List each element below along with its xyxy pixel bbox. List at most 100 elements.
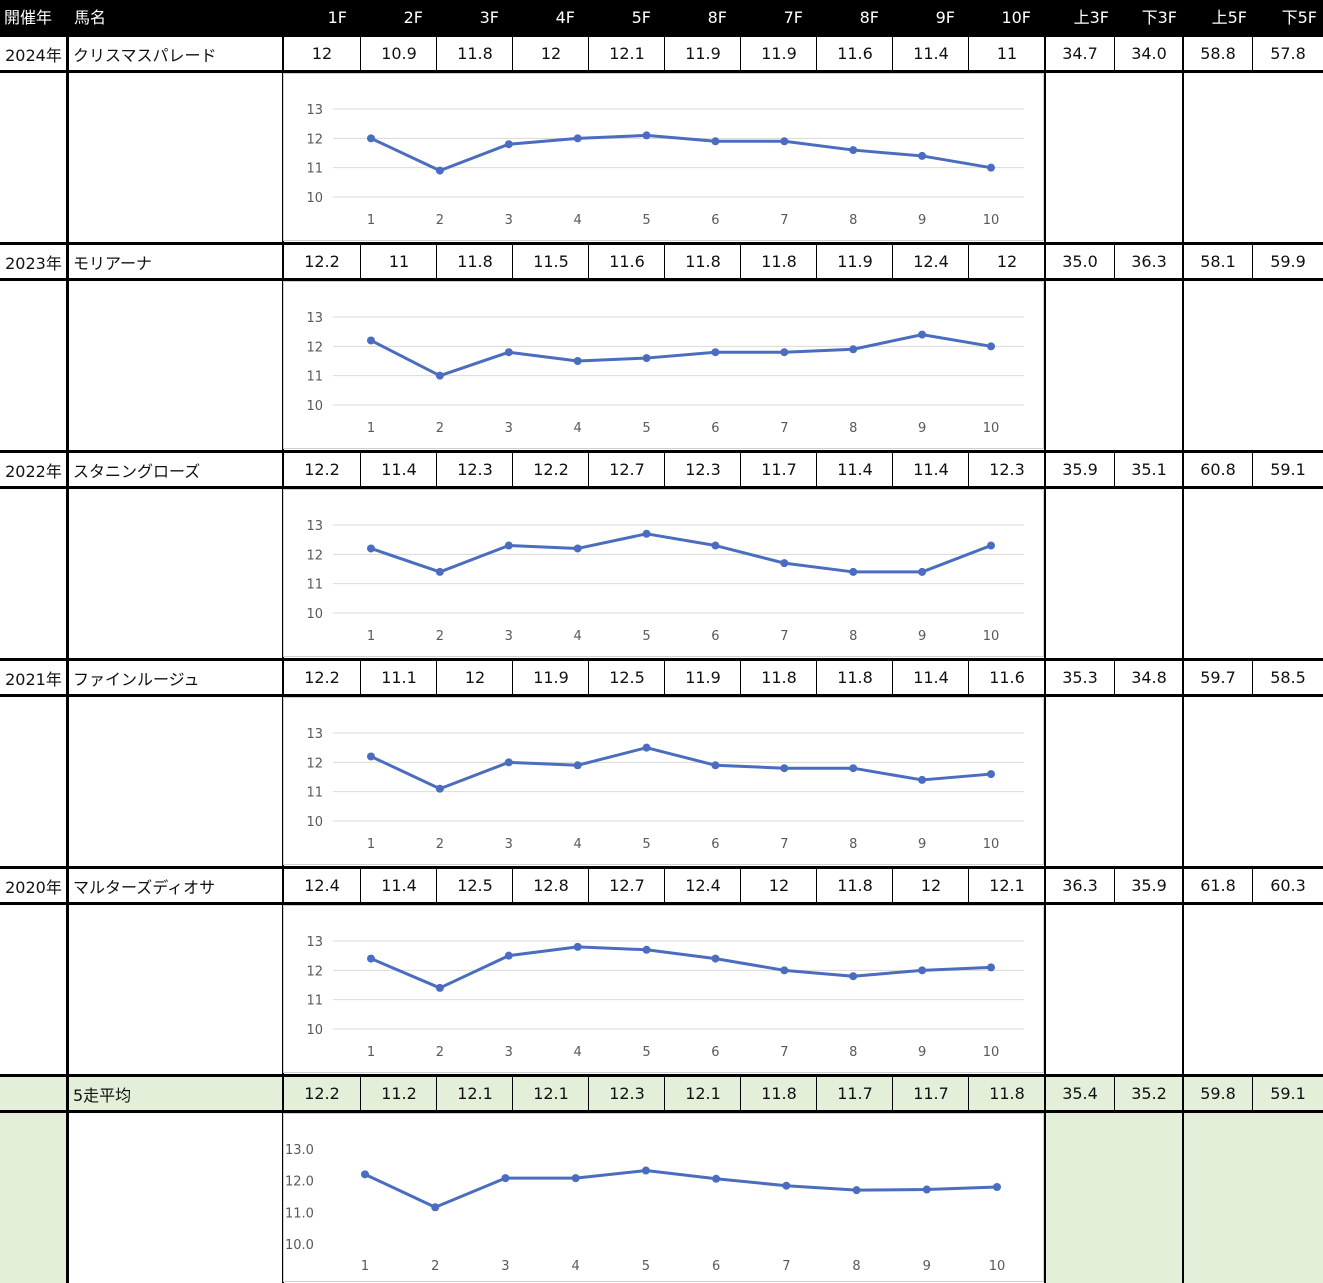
cell-divider (588, 661, 589, 694)
col-divider-agg (1044, 1077, 1046, 1283)
lap-cell-10: 12.3 (989, 460, 1025, 479)
cell-divider (664, 453, 665, 486)
x-tick-label: 3 (505, 1045, 513, 1060)
row-top-rule (0, 1074, 1323, 1077)
chart-border (283, 1113, 1044, 1282)
y-tick-label: 13 (306, 103, 323, 118)
data-point (571, 1174, 580, 1183)
lap-cell-6: 12.3 (685, 460, 721, 479)
cell-divider (664, 37, 665, 70)
data-point (367, 752, 375, 761)
col-divider-horse (66, 453, 69, 658)
cell-divider (588, 245, 589, 278)
y-tick-label: 11 (306, 162, 323, 177)
header-lap-7: 7F (741, 0, 817, 36)
cell-divider (968, 453, 969, 486)
cell-divider (664, 661, 665, 694)
row-bottom-rule (0, 486, 1323, 489)
lap-cell-5: 12.5 (609, 668, 645, 687)
lap-cell-3: 12.5 (457, 876, 493, 895)
cell-divider (816, 1077, 817, 1110)
lap-cell-9: 11.7 (913, 1084, 949, 1103)
x-tick-label: 5 (642, 1045, 650, 1060)
chart-border (283, 905, 1044, 1073)
y-tick-label: 12 (306, 548, 323, 563)
cell-divider (816, 661, 817, 694)
x-tick-label: 4 (574, 629, 582, 644)
agg-cell-1: 35.4 (1062, 1084, 1098, 1103)
data-point (573, 134, 582, 143)
header-horse: 馬名 (74, 0, 194, 36)
col-divider-agg2 (1182, 37, 1184, 242)
x-tick-label: 8 (849, 213, 857, 228)
cell-divider (588, 1077, 589, 1110)
col-divider-horse (66, 869, 69, 1074)
lap-cell-2: 11.4 (381, 876, 417, 895)
x-tick-label: 7 (780, 213, 788, 228)
x-tick-label: 8 (849, 1045, 857, 1060)
chart-border (283, 697, 1044, 865)
x-tick-label: 4 (574, 1045, 582, 1060)
y-tick-label: 11 (306, 370, 323, 385)
cell-divider (740, 245, 741, 278)
col-divider-agg (1044, 869, 1046, 1074)
data-point (642, 743, 651, 752)
x-tick-label: 2 (431, 1259, 439, 1274)
agg-cell-2: 36.3 (1131, 252, 1167, 271)
horse-name-cell: クリスマスパレード (73, 45, 217, 65)
lap-cell-10: 11.8 (989, 1084, 1025, 1103)
header-lap-4: 4F (513, 0, 589, 36)
lap-cell-3: 12.1 (457, 1084, 493, 1103)
agg-cell-3: 59.7 (1200, 668, 1236, 687)
data-point (780, 966, 789, 975)
data-point (918, 966, 927, 975)
cell-divider (588, 37, 589, 70)
horse-name-cell: 5走平均 (73, 1085, 132, 1105)
cell-divider (1252, 661, 1253, 694)
data-point (849, 345, 858, 354)
x-tick-label: 5 (642, 629, 650, 644)
y-tick-label: 11 (306, 578, 323, 593)
cell-divider (664, 869, 665, 902)
data-point (987, 770, 995, 779)
y-tick-label: 11.0 (285, 1206, 314, 1221)
x-tick-label: 3 (501, 1259, 509, 1274)
data-point (435, 784, 444, 793)
x-tick-label: 5 (642, 421, 650, 436)
lap-cell-1: 12.4 (304, 876, 340, 895)
lap-cell-9: 11.4 (913, 460, 949, 479)
series-line (370, 333, 992, 378)
lap-cell-10: 11.6 (989, 668, 1025, 687)
lap-cell-1: 12.2 (304, 1084, 340, 1103)
data-point (849, 567, 858, 576)
lap-cell-9: 11.4 (913, 668, 949, 687)
data-point (367, 336, 375, 345)
lap-cell-3: 12 (464, 668, 486, 687)
agg-cell-1: 34.7 (1062, 44, 1098, 63)
data-point (918, 775, 927, 784)
header-agg-3: 上5F (1183, 0, 1253, 36)
x-tick-label: 4 (574, 421, 582, 436)
x-tick-label: 2 (436, 629, 444, 644)
year-cell: 2020年 (5, 877, 62, 897)
data-point (641, 1166, 650, 1175)
x-tick-label: 10 (989, 1259, 1006, 1274)
y-tick-label: 13.0 (285, 1143, 314, 1158)
row-bottom-rule (0, 694, 1323, 697)
lap-cell-6: 11.9 (685, 44, 721, 63)
data-point (987, 163, 995, 172)
agg-cell-2: 34.8 (1131, 668, 1167, 687)
avg-fill-horse (67, 1077, 283, 1110)
lap-cell-9: 11.4 (913, 44, 949, 63)
cell-divider (1114, 37, 1115, 70)
y-tick-label: 13 (306, 519, 323, 534)
agg-cell-4: 59.1 (1270, 460, 1306, 479)
x-tick-label: 4 (574, 213, 582, 228)
data-point (711, 348, 720, 357)
lap-cell-10: 11 (996, 44, 1018, 63)
agg-cell-3: 58.8 (1200, 44, 1236, 63)
header-lap-9: 9F (893, 0, 969, 36)
data-point (711, 761, 720, 770)
lap-cell-1: 12.2 (304, 668, 340, 687)
lap-cell-6: 12.4 (685, 876, 721, 895)
